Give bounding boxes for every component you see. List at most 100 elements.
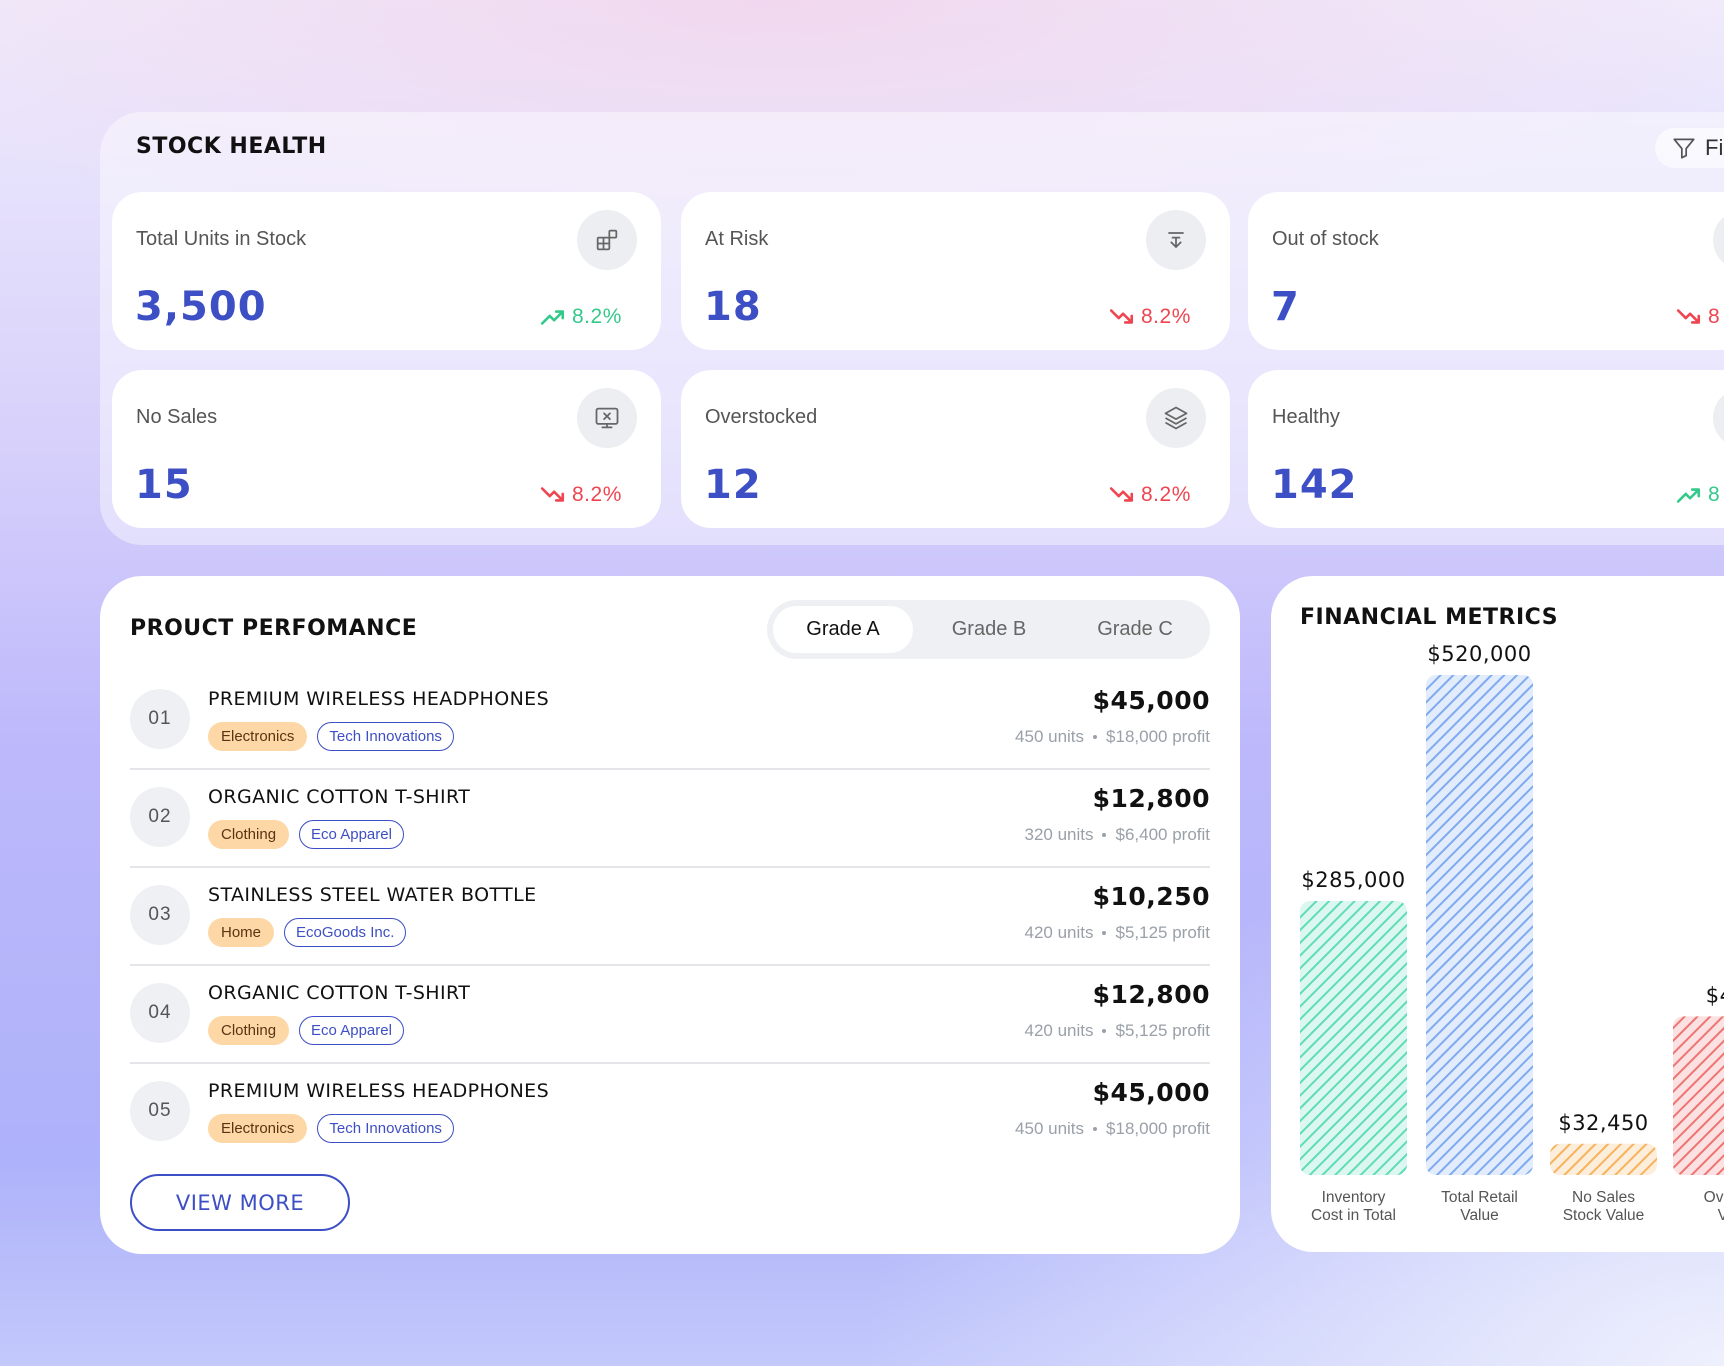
tags: Clothing Eco Apparel [208, 820, 404, 849]
units-profit: 320 units $6,400 profit [1024, 825, 1210, 845]
units-profit: 450 units $18,000 profit [1015, 1119, 1210, 1139]
trend-value: 8 [1708, 483, 1721, 506]
stat-trend: 8.2% [1109, 304, 1191, 330]
company-tag: EcoGoods Inc. [284, 918, 407, 947]
stat-label: Overstocked [705, 406, 818, 428]
revenue: $12,800 [1092, 980, 1210, 1009]
rank-badge: 03 [130, 885, 190, 945]
separator-dot [1102, 931, 1107, 935]
bar-value-label: $45 [1706, 983, 1724, 1007]
separator-dot [1093, 735, 1098, 739]
category-tag: Electronics [208, 722, 308, 751]
stat-card: Total Units in Stock 3,500 8.2% [112, 192, 661, 350]
product-name: STAINLESS STEEL WATER BOTTLE [208, 884, 537, 906]
bar [1673, 1016, 1724, 1175]
bar-category-label: Value [1460, 1207, 1499, 1224]
stat-label: No Sales [136, 406, 218, 428]
profit: $5,125 profit [1115, 923, 1210, 942]
icon [595, 407, 619, 429]
stat-trend: 8.2% [540, 304, 622, 330]
row-divider [130, 1062, 1210, 1064]
revenue: $10,250 [1092, 882, 1210, 911]
rank-badge: 01 [130, 689, 190, 749]
stat-value: 18 [704, 284, 762, 330]
bar-category-label: Inventory [1322, 1189, 1386, 1206]
view-more-button[interactable]: VIEW MORE [130, 1174, 350, 1231]
company-tag: Tech Innovations [317, 722, 454, 751]
units: 420 units [1024, 923, 1094, 942]
bar [1426, 675, 1533, 1175]
bar-category-label: Overst [1704, 1189, 1724, 1206]
filter-button[interactable]: Fi [1655, 128, 1724, 168]
company-tag: Eco Apparel [299, 1016, 404, 1045]
bar-category-label: Cost in Total [1311, 1207, 1396, 1224]
row-divider [130, 768, 1210, 770]
rank-badge: 05 [130, 1081, 190, 1141]
trend-value: 8 [1708, 305, 1721, 328]
bar-value-label: $32,450 [1558, 1111, 1648, 1135]
revenue: $45,000 [1092, 686, 1210, 715]
units-profit: 450 units $18,000 profit [1015, 727, 1210, 747]
icon [596, 229, 618, 251]
stat-icon [577, 388, 637, 448]
profit: $5,125 profit [1115, 1021, 1210, 1040]
product-name: ORGANIC COTTON T-SHIRT [208, 982, 471, 1004]
stat-value: 12 [704, 462, 762, 508]
product-name: PREMIUM WIRELESS HEADPHONES [208, 1080, 550, 1102]
trend-value: 8.2% [1141, 305, 1191, 328]
stat-trend: 8.2% [540, 482, 622, 508]
icon [1676, 309, 1701, 324]
stat-card: No Sales 15 8.2% [112, 370, 661, 528]
icon [1168, 232, 1184, 249]
grade-tab[interactable]: Grade A [773, 606, 913, 653]
stat-card: Healthy 142 8 [1248, 370, 1724, 528]
profit: $18,000 profit [1106, 1119, 1210, 1138]
stat-trend: 8 [1676, 482, 1720, 508]
section-title: FINANCIAL METRICS [1300, 605, 1559, 630]
stat-trend: 8 [1676, 304, 1720, 330]
row-divider [130, 964, 1210, 966]
icon [1673, 138, 1695, 159]
profit: $6,400 profit [1115, 825, 1210, 844]
grade-tab[interactable]: Grade B [951, 618, 1027, 640]
bar-category-label: Va [1718, 1207, 1724, 1224]
separator-dot [1102, 833, 1107, 837]
stat-icon [1146, 388, 1206, 448]
category-tag: Clothing [208, 1016, 290, 1045]
revenue: $12,800 [1092, 784, 1210, 813]
bar-value-label: $520,000 [1427, 642, 1531, 666]
rank-badge: 02 [130, 787, 190, 847]
stat-card: At Risk 18 8.2% [681, 192, 1230, 350]
profit: $18,000 profit [1106, 727, 1210, 746]
bar-category-label: No Sales [1572, 1189, 1635, 1206]
units: 450 units [1015, 1119, 1085, 1138]
filter-label: Fi [1705, 135, 1724, 160]
category-tag: Electronics [208, 1114, 308, 1143]
icon [1109, 309, 1134, 324]
trend-value: 8.2% [1141, 483, 1191, 506]
tags: Home EcoGoods Inc. [208, 918, 407, 947]
icon [540, 310, 565, 325]
units-profit: 420 units $5,125 profit [1024, 923, 1210, 943]
icon [1109, 487, 1134, 502]
tags: Clothing Eco Apparel [208, 1016, 404, 1045]
stat-icon [1713, 388, 1724, 448]
category-tag: Home [208, 918, 275, 947]
trend-value: 8.2% [572, 483, 622, 506]
stat-label: At Risk [705, 228, 769, 250]
bar-category-label: Total Retail [1441, 1189, 1518, 1206]
grade-tab[interactable]: Grade C [1097, 618, 1173, 640]
units: 450 units [1015, 727, 1085, 746]
stat-value: 3,500 [135, 284, 267, 330]
trend-value: 8.2% [572, 305, 622, 328]
stat-icon [1146, 210, 1206, 270]
icon [1676, 488, 1701, 503]
section-title: PROUCT PERFOMANCE [130, 616, 418, 641]
stat-value: 142 [1271, 462, 1358, 508]
separator-dot [1102, 1029, 1107, 1033]
stat-card: Overstocked 12 8.2% [681, 370, 1230, 528]
tags: Electronics Tech Innovations [208, 1114, 454, 1143]
units: 320 units [1024, 825, 1094, 844]
separator-dot [1093, 1127, 1098, 1131]
